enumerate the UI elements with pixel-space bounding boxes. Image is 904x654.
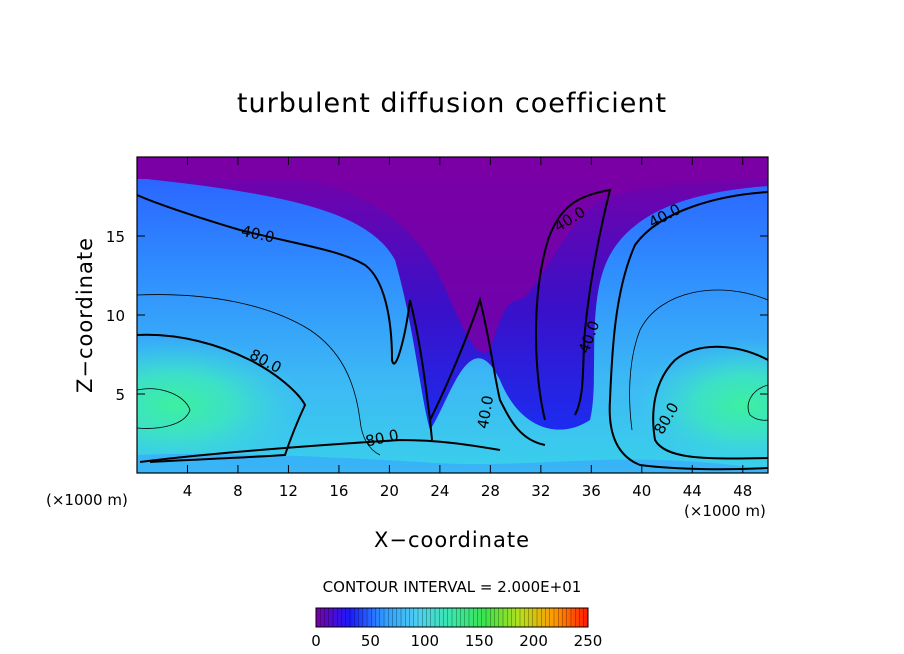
x-tick-label: 44 bbox=[683, 482, 702, 500]
contour-40-center bbox=[429, 296, 546, 446]
contour-interval-text: CONTOUR INTERVAL = 2.000E+01 bbox=[323, 578, 582, 596]
chart-title: turbulent diffusion coefficient bbox=[237, 88, 667, 119]
x-axis-ticks: 4 8 12 16 20 24 28 32 36 40 44 48 bbox=[183, 157, 752, 500]
contour-thin-right bbox=[629, 289, 768, 431]
contour-40-right bbox=[608, 191, 768, 471]
top-purple-band bbox=[137, 157, 768, 179]
contour-80-right bbox=[652, 345, 768, 460]
x-tick-label: 32 bbox=[531, 482, 550, 500]
colorbar-frame bbox=[315, 607, 589, 628]
colorbar-tick-label: 150 bbox=[465, 632, 494, 650]
colorbar-tick-label: 200 bbox=[519, 632, 548, 650]
x-tick-label: 28 bbox=[481, 482, 500, 500]
contour-label: 40.0 bbox=[474, 394, 498, 430]
y-axis-ticks: 5 10 15 bbox=[106, 228, 768, 404]
contour-40-left bbox=[137, 194, 433, 441]
contour-lines bbox=[137, 188, 768, 471]
x-tick-label: 16 bbox=[329, 482, 348, 500]
x-tick-label: 24 bbox=[430, 482, 449, 500]
x-tick-label: 12 bbox=[279, 482, 298, 500]
colorbar-ticks: 0 50 100 150 200 250 bbox=[311, 632, 602, 650]
contour-small-left bbox=[137, 388, 191, 429]
blue-lower-belt bbox=[137, 453, 768, 473]
x-tick-label: 36 bbox=[582, 482, 601, 500]
y-axis-label: Z−coordinate bbox=[73, 237, 97, 393]
y-tick-label: 5 bbox=[115, 386, 125, 404]
x-tick-label: 20 bbox=[380, 482, 399, 500]
y-tick-label: 10 bbox=[106, 307, 125, 325]
x-unit-left: (×1000 m) bbox=[46, 491, 128, 509]
contour-80-left bbox=[137, 333, 307, 463]
green-core-right bbox=[635, 339, 768, 471]
colorbar-tick-label: 0 bbox=[311, 632, 321, 650]
x-unit-right: (×1000 m) bbox=[684, 502, 766, 520]
heatmap-field bbox=[137, 157, 768, 473]
x-tick-label: 48 bbox=[733, 482, 752, 500]
contour-80-bottom bbox=[139, 438, 501, 463]
plume-core bbox=[300, 178, 768, 353]
x-tick-label: 8 bbox=[233, 482, 243, 500]
x-axis-label: X−coordinate bbox=[374, 528, 530, 552]
x-tick-label: 40 bbox=[632, 482, 651, 500]
colorbar-tick-label: 250 bbox=[574, 632, 603, 650]
green-core-left bbox=[137, 337, 305, 473]
colorbar-tick-label: 100 bbox=[410, 632, 439, 650]
colorbar bbox=[315, 607, 589, 628]
contour-thin-left bbox=[137, 294, 381, 456]
x-tick-label: 4 bbox=[183, 482, 193, 500]
colorbar-tick-label: 50 bbox=[361, 632, 380, 650]
contour-40-plume-right bbox=[535, 188, 612, 421]
contour-small-right bbox=[747, 384, 768, 421]
y-tick-label: 15 bbox=[106, 228, 125, 246]
